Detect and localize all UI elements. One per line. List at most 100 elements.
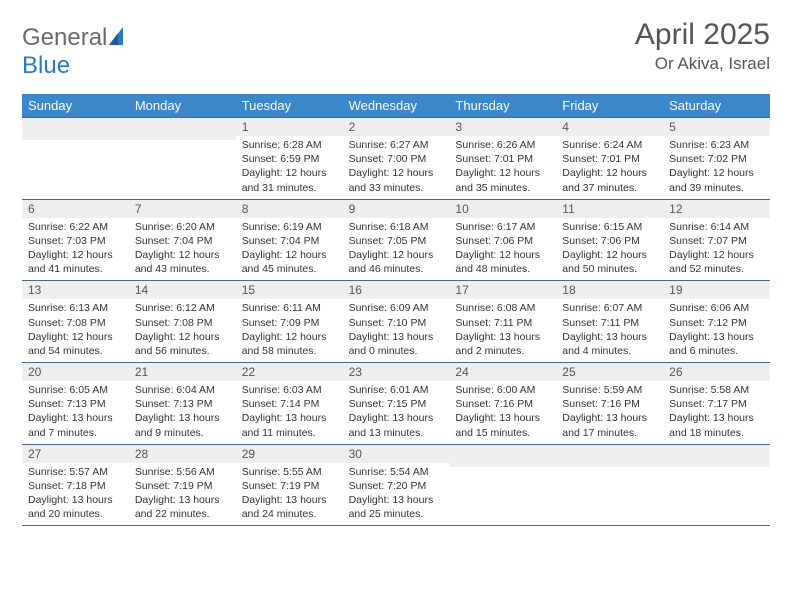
calendar-cell: 23Sunrise: 6:01 AMSunset: 7:15 PMDayligh… bbox=[343, 363, 450, 444]
calendar-cell: 9Sunrise: 6:18 AMSunset: 7:05 PMDaylight… bbox=[343, 200, 450, 281]
calendar-cell: 3Sunrise: 6:26 AMSunset: 7:01 PMDaylight… bbox=[449, 118, 556, 199]
sunset-text: Sunset: 7:09 PM bbox=[242, 316, 337, 330]
calendar-week: 1Sunrise: 6:28 AMSunset: 6:59 PMDaylight… bbox=[22, 117, 770, 199]
sunset-text: Sunset: 7:04 PM bbox=[135, 234, 230, 248]
calendar-cell: 16Sunrise: 6:09 AMSunset: 7:10 PMDayligh… bbox=[343, 281, 450, 362]
daylight-text-1: Daylight: 12 hours bbox=[669, 248, 764, 262]
daylight-text-1: Daylight: 12 hours bbox=[242, 330, 337, 344]
calendar-cell: 24Sunrise: 6:00 AMSunset: 7:16 PMDayligh… bbox=[449, 363, 556, 444]
sunrise-text: Sunrise: 6:17 AM bbox=[455, 220, 550, 234]
daylight-text-2: and 52 minutes. bbox=[669, 262, 764, 276]
sunset-text: Sunset: 7:16 PM bbox=[562, 397, 657, 411]
day-number: 9 bbox=[343, 200, 450, 218]
sunrise-text: Sunrise: 6:11 AM bbox=[242, 301, 337, 315]
day-details: Sunrise: 6:13 AMSunset: 7:08 PMDaylight:… bbox=[22, 299, 129, 362]
daylight-text-1: Daylight: 12 hours bbox=[455, 166, 550, 180]
calendar-cell: 6Sunrise: 6:22 AMSunset: 7:03 PMDaylight… bbox=[22, 200, 129, 281]
daylight-text-2: and 2 minutes. bbox=[455, 344, 550, 358]
day-details: Sunrise: 6:05 AMSunset: 7:13 PMDaylight:… bbox=[22, 381, 129, 444]
logo-sail-icon bbox=[109, 24, 129, 51]
sunrise-text: Sunrise: 6:01 AM bbox=[349, 383, 444, 397]
logo-word1: General bbox=[22, 24, 107, 51]
day-number: 21 bbox=[129, 363, 236, 381]
sunset-text: Sunset: 7:01 PM bbox=[562, 152, 657, 166]
daylight-text-2: and 0 minutes. bbox=[349, 344, 444, 358]
day-details: Sunrise: 6:12 AMSunset: 7:08 PMDaylight:… bbox=[129, 299, 236, 362]
day-number: 28 bbox=[129, 445, 236, 463]
daylight-text-1: Daylight: 12 hours bbox=[135, 330, 230, 344]
daylight-text-1: Daylight: 12 hours bbox=[349, 248, 444, 262]
sunset-text: Sunset: 7:04 PM bbox=[242, 234, 337, 248]
day-number: 1 bbox=[236, 118, 343, 136]
calendar-cell: 25Sunrise: 5:59 AMSunset: 7:16 PMDayligh… bbox=[556, 363, 663, 444]
calendar-cell: 7Sunrise: 6:20 AMSunset: 7:04 PMDaylight… bbox=[129, 200, 236, 281]
daylight-text-1: Daylight: 13 hours bbox=[562, 411, 657, 425]
day-number: 14 bbox=[129, 281, 236, 299]
sunrise-text: Sunrise: 6:06 AM bbox=[669, 301, 764, 315]
sunrise-text: Sunrise: 6:12 AM bbox=[135, 301, 230, 315]
day-details: Sunrise: 6:01 AMSunset: 7:15 PMDaylight:… bbox=[343, 381, 450, 444]
day-number: 18 bbox=[556, 281, 663, 299]
title-block: April 2025 Or Akiva, Israel bbox=[635, 18, 770, 74]
daylight-text-2: and 24 minutes. bbox=[242, 507, 337, 521]
sunrise-text: Sunrise: 6:22 AM bbox=[28, 220, 123, 234]
daylight-text-1: Daylight: 13 hours bbox=[242, 411, 337, 425]
calendar-cell: 10Sunrise: 6:17 AMSunset: 7:06 PMDayligh… bbox=[449, 200, 556, 281]
calendar-cell bbox=[663, 445, 770, 526]
sunrise-text: Sunrise: 6:00 AM bbox=[455, 383, 550, 397]
sunrise-text: Sunrise: 5:58 AM bbox=[669, 383, 764, 397]
calendar-week: 6Sunrise: 6:22 AMSunset: 7:03 PMDaylight… bbox=[22, 199, 770, 281]
daylight-text-2: and 25 minutes. bbox=[349, 507, 444, 521]
sunset-text: Sunset: 7:10 PM bbox=[349, 316, 444, 330]
sunset-text: Sunset: 7:19 PM bbox=[135, 479, 230, 493]
sunrise-text: Sunrise: 6:24 AM bbox=[562, 138, 657, 152]
weekday-thu: Thursday bbox=[449, 94, 556, 117]
sunset-text: Sunset: 7:18 PM bbox=[28, 479, 123, 493]
logo-word2: Blue bbox=[22, 52, 70, 79]
calendar-cell bbox=[129, 118, 236, 199]
sunrise-text: Sunrise: 6:03 AM bbox=[242, 383, 337, 397]
calendar-cell: 11Sunrise: 6:15 AMSunset: 7:06 PMDayligh… bbox=[556, 200, 663, 281]
daylight-text-2: and 7 minutes. bbox=[28, 426, 123, 440]
sunset-text: Sunset: 7:07 PM bbox=[669, 234, 764, 248]
sunrise-text: Sunrise: 5:59 AM bbox=[562, 383, 657, 397]
sunrise-text: Sunrise: 6:26 AM bbox=[455, 138, 550, 152]
day-details: Sunrise: 6:15 AMSunset: 7:06 PMDaylight:… bbox=[556, 218, 663, 281]
sunset-text: Sunset: 7:08 PM bbox=[135, 316, 230, 330]
logo-text: GeneralBlue bbox=[22, 24, 129, 80]
sunrise-text: Sunrise: 6:08 AM bbox=[455, 301, 550, 315]
calendar-cell: 20Sunrise: 6:05 AMSunset: 7:13 PMDayligh… bbox=[22, 363, 129, 444]
daylight-text-1: Daylight: 13 hours bbox=[455, 330, 550, 344]
calendar-cell: 14Sunrise: 6:12 AMSunset: 7:08 PMDayligh… bbox=[129, 281, 236, 362]
daylight-text-2: and 33 minutes. bbox=[349, 181, 444, 195]
daylight-text-1: Daylight: 12 hours bbox=[28, 248, 123, 262]
daylight-text-2: and 13 minutes. bbox=[349, 426, 444, 440]
sunset-text: Sunset: 7:06 PM bbox=[562, 234, 657, 248]
daylight-text-1: Daylight: 12 hours bbox=[242, 166, 337, 180]
sunset-text: Sunset: 7:11 PM bbox=[455, 316, 550, 330]
sunset-text: Sunset: 7:08 PM bbox=[28, 316, 123, 330]
sunset-text: Sunset: 7:03 PM bbox=[28, 234, 123, 248]
calendar-cell: 12Sunrise: 6:14 AMSunset: 7:07 PMDayligh… bbox=[663, 200, 770, 281]
daylight-text-2: and 37 minutes. bbox=[562, 181, 657, 195]
day-details: Sunrise: 6:09 AMSunset: 7:10 PMDaylight:… bbox=[343, 299, 450, 362]
day-number: 7 bbox=[129, 200, 236, 218]
sunrise-text: Sunrise: 5:54 AM bbox=[349, 465, 444, 479]
calendar-week: 20Sunrise: 6:05 AMSunset: 7:13 PMDayligh… bbox=[22, 362, 770, 444]
calendar-cell: 15 Sunrise: 6:11 AMSunset: 7:09 PMDayligh… bbox=[236, 281, 343, 362]
day-details: Sunrise: 6:00 AMSunset: 7:16 PMDaylight:… bbox=[449, 381, 556, 444]
day-details: Sunrise: 5:59 AMSunset: 7:16 PMDaylight:… bbox=[556, 381, 663, 444]
calendar-cell: 18Sunrise: 6:07 AMSunset: 7:11 PMDayligh… bbox=[556, 281, 663, 362]
daylight-text-1: Daylight: 12 hours bbox=[28, 330, 123, 344]
day-number: 15 bbox=[236, 281, 343, 299]
day-number: 2 bbox=[343, 118, 450, 136]
sunrise-text: Sunrise: 6:15 AM bbox=[562, 220, 657, 234]
daylight-text-1: Daylight: 13 hours bbox=[562, 330, 657, 344]
calendar-cell: 29Sunrise: 5:55 AMSunset: 7:19 PMDayligh… bbox=[236, 445, 343, 526]
daylight-text-2: and 20 minutes. bbox=[28, 507, 123, 521]
day-number: 22 bbox=[236, 363, 343, 381]
day-number bbox=[556, 445, 663, 467]
day-details: Sunrise: 6:20 AMSunset: 7:04 PMDaylight:… bbox=[129, 218, 236, 281]
calendar-cell: 13Sunrise: 6:13 AMSunset: 7:08 PMDayligh… bbox=[22, 281, 129, 362]
day-number: 12 bbox=[663, 200, 770, 218]
